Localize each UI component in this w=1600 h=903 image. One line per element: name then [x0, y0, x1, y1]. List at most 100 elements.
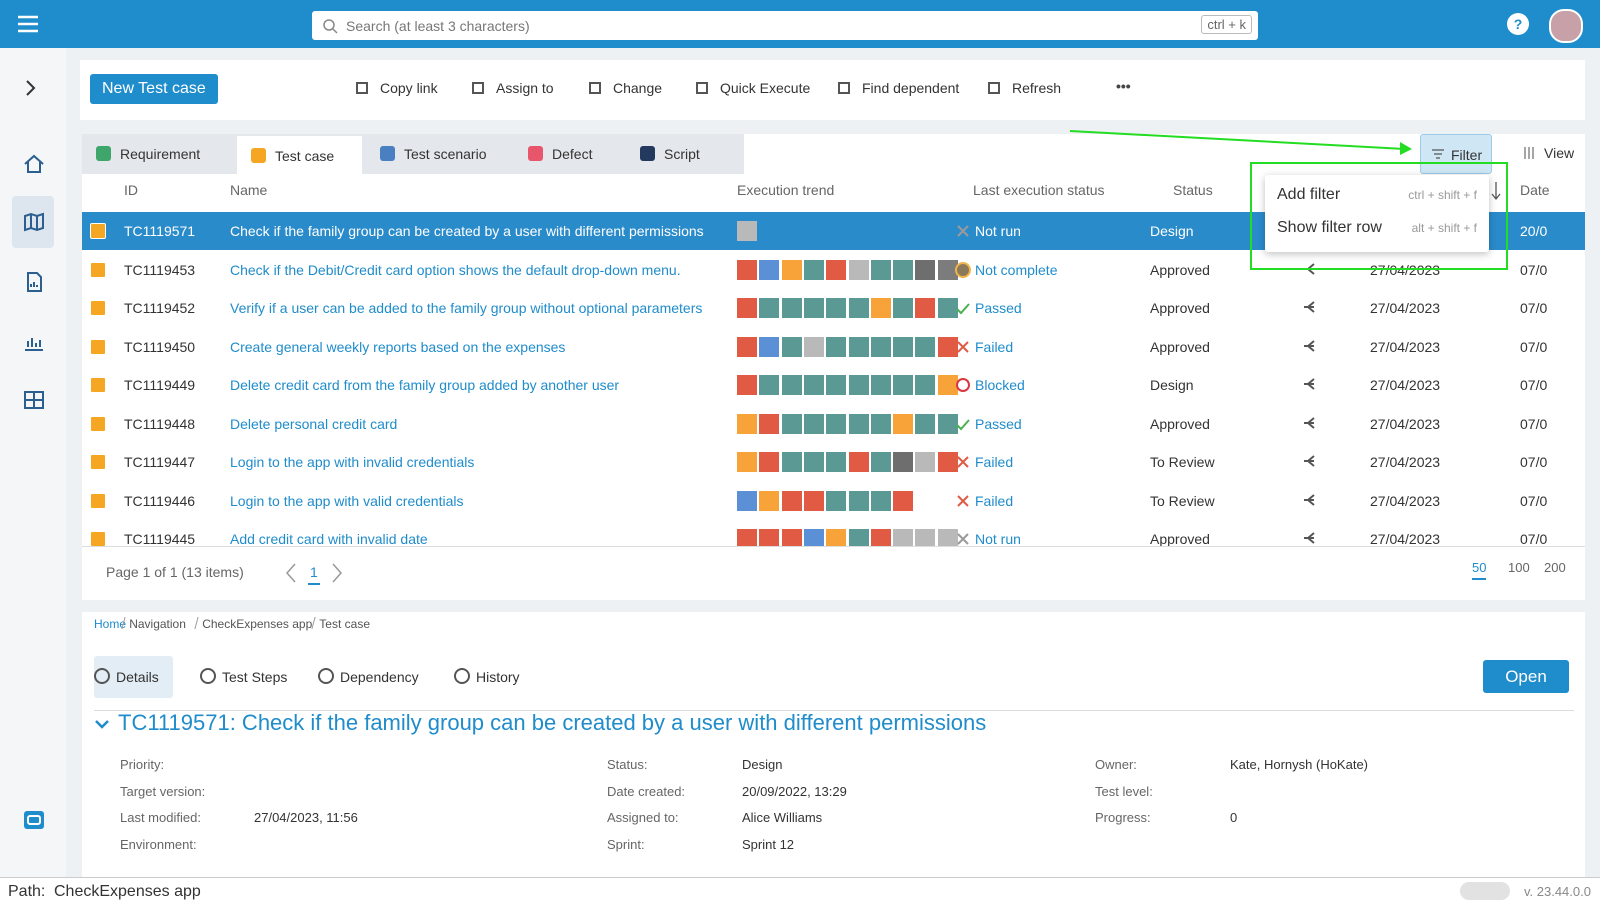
tab-icon: [528, 146, 543, 161]
table-row[interactable]: TC1119446 Login to the app with valid cre…: [82, 481, 1585, 520]
last-status: Not run: [975, 531, 1021, 546]
row-name[interactable]: Login to the app with invalid credential…: [230, 454, 475, 470]
dependency-icon: [1304, 301, 1315, 313]
sidebar: [0, 48, 66, 877]
column-header[interactable]: Last execution status: [973, 182, 1105, 198]
view-button[interactable]: View: [1544, 145, 1575, 161]
table-row[interactable]: TC1119453 Check if the Debit/Credit card …: [82, 250, 1585, 289]
table-row[interactable]: TC1119449 Delete credit card from the fam…: [82, 366, 1585, 404]
action[interactable]: Quick Execute: [720, 80, 811, 96]
last-status: Blocked: [975, 377, 1025, 393]
column-header[interactable]: Execution trend: [737, 182, 835, 198]
action[interactable]: Copy link: [380, 80, 438, 96]
last-status: Passed: [975, 415, 1022, 432]
row-name[interactable]: Create general weekly reports based on t…: [230, 338, 566, 355]
tab[interactable]: Test case: [237, 136, 362, 176]
date: 27/04/2023: [1370, 454, 1441, 470]
crumb[interactable]: Navigation: [129, 617, 186, 631]
trend-cell: [826, 375, 847, 395]
action-icon: [589, 82, 601, 94]
column-header[interactable]: Status: [1173, 182, 1213, 198]
page-number[interactable]: 1: [308, 564, 320, 585]
avatar[interactable]: [1549, 9, 1583, 43]
grid-icon[interactable]: [22, 388, 46, 412]
tab[interactable]: Script: [626, 134, 746, 174]
field-label: Sprint:: [607, 837, 645, 853]
crumb[interactable]: CheckExpenses app: [202, 617, 313, 631]
date2: 07/0: [1520, 531, 1548, 546]
page-size[interactable]: 50: [1472, 560, 1487, 580]
table-row[interactable]: TC1119452 Verify if a user can be added t…: [82, 289, 1585, 327]
row-name[interactable]: Login to the app with valid credentials: [230, 492, 464, 509]
field-label: Status:: [607, 757, 648, 772]
field-label: Assigned to:: [607, 810, 679, 826]
trend-cell: [937, 375, 958, 395]
collapse-icon[interactable]: [94, 716, 110, 732]
open-button[interactable]: Open: [1483, 660, 1569, 693]
action[interactable]: Assign to: [496, 80, 554, 96]
trend-cell: [870, 413, 891, 434]
table-row[interactable]: TC1119448 Delete personal credit card Pass…: [82, 404, 1585, 443]
menu-icon[interactable]: [16, 14, 40, 34]
trend-cell: [737, 490, 757, 511]
date2: 07/0: [1520, 377, 1548, 393]
filter-button[interactable]: Filter: [1420, 134, 1492, 174]
search-shortcut: ctrl + k: [1201, 15, 1252, 34]
more-button[interactable]: •••: [1116, 78, 1131, 94]
row-name[interactable]: Check if the family group can be created…: [230, 223, 704, 239]
menu-item[interactable]: Add filter: [1277, 186, 1341, 203]
table-row[interactable]: TC1119447 Login to the app with invalid c…: [82, 443, 1585, 481]
row-name[interactable]: Verify if a user can be added to the fam…: [230, 300, 703, 316]
map-icon[interactable]: [22, 210, 46, 234]
trend-cell: [759, 336, 780, 357]
row-id: TC1119453: [124, 261, 196, 278]
chart-icon[interactable]: [22, 330, 46, 354]
column-header[interactable]: ID: [124, 182, 138, 198]
column-header[interactable]: Name: [230, 182, 268, 198]
search-icon: [323, 19, 338, 34]
action[interactable]: Refresh: [1012, 80, 1062, 96]
field-value: Sprint 12: [742, 837, 795, 853]
trend-cell: [737, 336, 757, 357]
page-size[interactable]: 200: [1544, 560, 1566, 575]
table-row[interactable]: TC1119445 Add credit card with invalid da…: [82, 520, 1585, 546]
prev-page[interactable]: [284, 562, 298, 584]
detail-tab[interactable]: Test Steps: [222, 669, 288, 685]
table-row[interactable]: TC1119450 Create general weekly reports b…: [82, 327, 1585, 366]
field-label: Date created:: [607, 783, 686, 799]
menu-item[interactable]: Show filter row: [1277, 219, 1382, 236]
action[interactable]: Change: [613, 80, 663, 96]
trend-cell: [937, 413, 958, 434]
new-button[interactable]: New Test case: [90, 74, 218, 104]
detail-tab[interactable]: History: [476, 669, 520, 685]
column-header[interactable]: Date: [1520, 182, 1550, 198]
trend-cell: [826, 336, 847, 357]
settings-toggle[interactable]: [1460, 882, 1510, 900]
trend-cell: [870, 375, 891, 395]
detail-tab[interactable]: Details: [116, 669, 159, 685]
row-name[interactable]: Delete personal credit card: [230, 415, 398, 432]
trend-cell: [803, 413, 824, 434]
report-icon[interactable]: [22, 270, 46, 294]
row-name[interactable]: Add credit card with invalid date: [230, 531, 428, 546]
action[interactable]: Find dependent: [862, 80, 960, 96]
search-box[interactable]: Search (at least 3 characters) ctrl + k: [312, 11, 1258, 40]
detail-tab[interactable]: Dependency: [340, 669, 419, 685]
tab[interactable]: Test scenario: [366, 134, 486, 174]
row-id: TC1119446: [124, 492, 196, 509]
page-size[interactable]: 100: [1508, 560, 1530, 575]
row-id: TC1119450: [124, 338, 196, 355]
trend-cell: [803, 529, 824, 546]
home-icon[interactable]: [22, 152, 46, 176]
expand-icon[interactable]: [20, 78, 40, 98]
row-name[interactable]: Check if the Debit/Credit card option sh…: [230, 261, 681, 278]
row-name[interactable]: Delete credit card from the family group…: [230, 377, 620, 393]
crumb[interactable]: Home: [94, 617, 127, 631]
active-detail-tab: [94, 656, 173, 698]
trend-cell: [803, 490, 824, 511]
trend-cell: [781, 490, 802, 511]
next-page[interactable]: [330, 562, 344, 584]
tab[interactable]: Requirement: [82, 134, 202, 174]
help-button[interactable]: ?: [1507, 13, 1529, 35]
tab[interactable]: Defect: [514, 134, 634, 174]
